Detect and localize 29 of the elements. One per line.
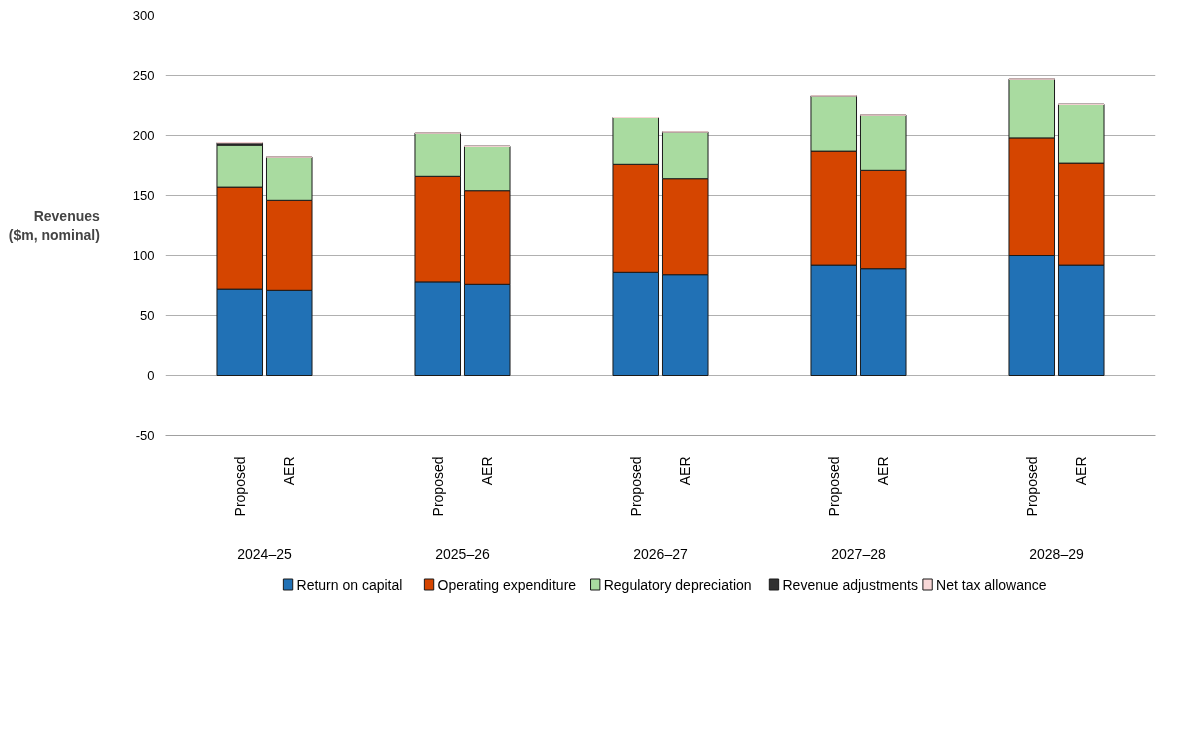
x-tick-label: AER: [677, 456, 694, 486]
x-tick-label: Proposed: [1023, 456, 1040, 517]
x-tick-label: AER: [1073, 456, 1090, 486]
y-tick-label: 100: [132, 248, 155, 263]
y-tick-label: -50: [135, 428, 155, 443]
text: 2028–29: [1029, 545, 1084, 562]
legend-label: Operating expenditure: [437, 576, 577, 593]
y-tick-label: 200: [132, 128, 155, 143]
legend-label: Net tax allowance: [936, 576, 1047, 593]
legend-label: Revenue adjustments: [782, 576, 918, 593]
x-tick-label: Proposed: [429, 456, 446, 517]
y-tick-label: 150: [132, 188, 155, 203]
x-tick-label: AER: [875, 456, 892, 486]
x-tick-label: AER: [281, 456, 298, 486]
y-tick-label: 250: [132, 68, 155, 83]
y-tick-label: 0: [147, 368, 155, 383]
text: 2025–26: [435, 545, 490, 562]
text: 2027–28: [831, 545, 886, 562]
x-tick-label: Proposed: [231, 456, 248, 517]
x-tick-label: Proposed: [627, 456, 644, 517]
legend-label: Return on capital: [296, 576, 403, 593]
y-tick-label: 50: [140, 308, 155, 323]
legend-label: Regulatory depreciation: [603, 576, 752, 593]
text: 2024–25: [237, 545, 292, 562]
y-axis-title: Revenues ($m, nominal): [8, 207, 101, 244]
x-tick-label: AER: [479, 456, 496, 486]
text: 2026–27: [633, 545, 688, 562]
x-tick-label: Proposed: [825, 456, 842, 517]
y-tick-label: 300: [132, 8, 155, 23]
